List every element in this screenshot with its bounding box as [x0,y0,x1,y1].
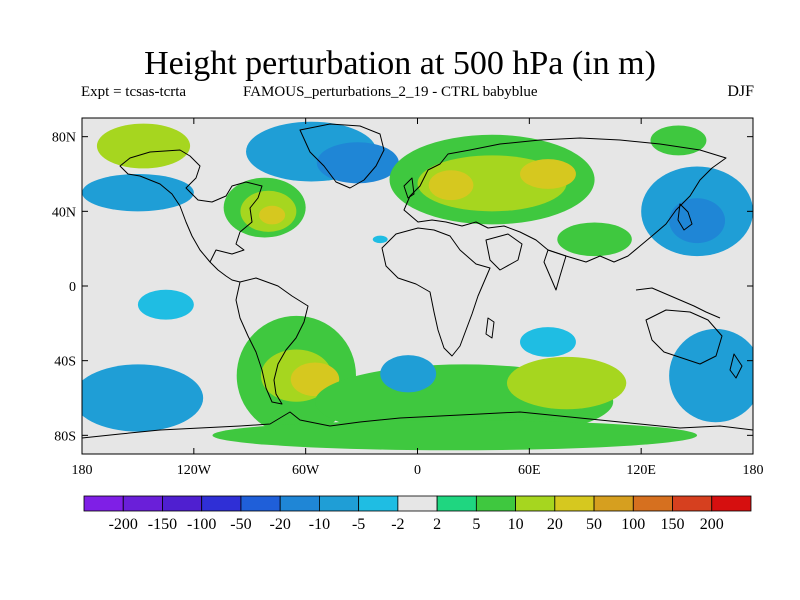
coastline-central-america [209,261,241,283]
coastline-uk [403,177,415,199]
coastline-india [543,249,567,291]
axis-ticks [81,118,754,454]
coastline-islands-se-asia [635,287,721,319]
x-tick-label: 180 [72,463,93,478]
colorbar-swatch [319,495,360,512]
y-tick-label: 0 [69,280,76,295]
colorbar [83,495,752,512]
colorbar-label: 50 [586,516,602,533]
colorbar-swatch [515,495,556,512]
coastline-north-america [119,149,263,263]
colorbar-swatch [240,495,281,512]
colorbar-label: -150 [148,516,177,533]
colorbar-swatch [279,495,320,512]
x-tick-label: 60W [292,463,320,478]
contour-region-26 [212,420,698,451]
y-tick-label: 80N [52,131,76,146]
colorbar-label: -20 [270,516,291,533]
contour-region-9 [428,170,474,201]
y-tick-label: 80S [54,429,76,444]
contour-region-0 [96,123,191,169]
x-tick-label: 120W [177,463,212,478]
colorbar-label: 20 [547,516,563,533]
colorbar-swatch [122,495,163,512]
axis-labels: 180 120W 60W 0 60E 120E 180 80N 40N 0 40S 80S [52,131,764,478]
colorbar-label: -100 [187,516,216,533]
coastline-south-america [235,277,309,405]
coastline-arabia [485,233,523,271]
y-tick-label: 40S [54,355,76,370]
x-tick-label: 60E [518,463,541,478]
coastline-africa [381,227,491,357]
contour-region-11 [650,125,707,156]
coastline-antarctica [82,411,753,439]
colorbar-label: 10 [508,516,524,533]
contour-region-13 [669,198,726,244]
contour-region-15 [372,235,388,244]
colorbar-label: 100 [621,516,645,533]
colorbar-label: 150 [661,516,685,533]
colorbar-swatch [632,495,673,512]
x-tick-label: 180 [743,463,764,478]
coastline-japan [677,203,693,231]
coastline-australia [645,309,723,365]
colorbar-swatch [358,495,399,512]
experiment-label: Expt = tcsas-tcrta [81,84,187,100]
colorbar-label: -200 [109,516,138,533]
contour-region-22 [506,356,627,410]
contour-fills [82,121,753,451]
run-label: FAMOUS_perturbations_2_19 - CTRL babyblu… [243,84,538,100]
contour-region-16 [137,289,194,320]
colorbar-swatch [593,495,634,512]
colorbar-swatch [554,495,595,512]
x-tick-label: 120E [626,463,656,478]
map-area [82,118,753,454]
y-tick-label: 40N [52,205,76,220]
contour-region-6 [259,205,286,225]
contour-region-17 [520,327,576,357]
colorbar-swatch [83,495,124,512]
contour-region-1 [82,174,194,212]
season-label: DJF [727,83,754,100]
colorbar-label: -5 [352,516,365,533]
colorbar-swatch [162,495,203,512]
coastline-new-zealand [729,353,743,379]
colorbar-swatch [672,495,713,512]
coastline-greenland [299,123,385,189]
contour-region-25 [82,364,204,432]
colorbar-swatch [436,495,477,512]
contour-region-23 [380,355,437,393]
colorbar-swatch [711,495,752,512]
colorbar-swatch [397,495,438,512]
chart-title: Height perturbation at 500 hPa (in m) [144,45,656,82]
colorbar-label: 2 [433,516,441,533]
contour-region-14 [557,222,632,257]
contour-region-24 [669,328,753,423]
contour-region-3 [316,142,399,184]
coastline-eurasia [403,137,727,263]
colorbar-label: 5 [472,516,480,533]
colorbar-swatch [475,495,516,512]
colorbar-label: -50 [230,516,251,533]
contour-region-10 [520,159,576,189]
colorbar-label: -2 [391,516,404,533]
coastlines [82,123,753,439]
colorbar-label: -10 [309,516,330,533]
x-tick-label: 0 [414,463,421,478]
colorbar-labels: -200 -150 -100 -50 -20 -10 -5 -2 2 5 10 20 50 100 150 2… [109,516,724,533]
colorbar-swatch [201,495,242,512]
coastline-madagascar [485,317,495,339]
colorbar-label: 200 [700,516,724,533]
